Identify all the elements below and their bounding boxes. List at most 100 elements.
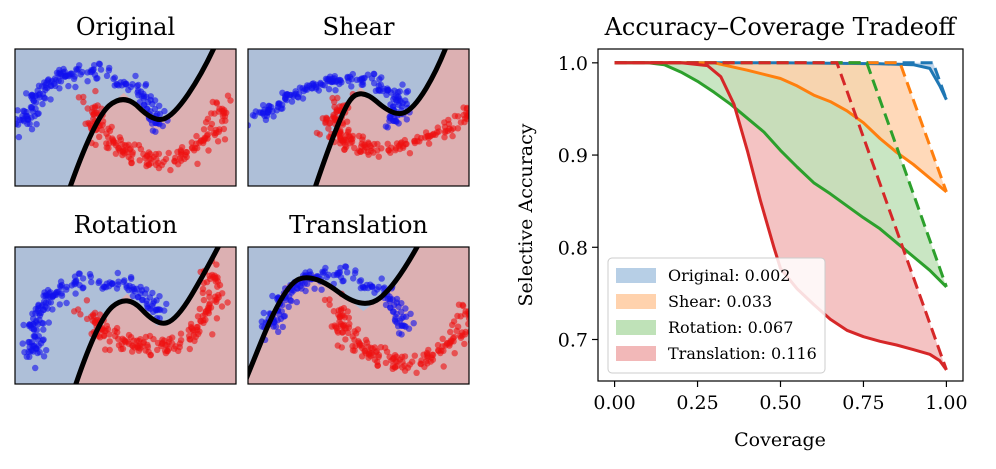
class-a-point bbox=[65, 82, 72, 90]
class-b-point bbox=[385, 146, 392, 154]
class-a-point bbox=[45, 319, 52, 326]
class-a-point bbox=[358, 76, 365, 83]
original-legend-swatch bbox=[616, 268, 656, 283]
class-a-point bbox=[56, 301, 63, 308]
class-a-point bbox=[410, 320, 417, 327]
class-b-point bbox=[208, 120, 216, 128]
class-b-point bbox=[155, 159, 162, 167]
class-b-point bbox=[417, 360, 424, 367]
class-b-point bbox=[133, 337, 141, 344]
class-b-point bbox=[392, 145, 400, 152]
class-b-point bbox=[359, 133, 367, 140]
class-a-point bbox=[393, 98, 400, 106]
class-a-point bbox=[400, 313, 407, 320]
class-b-point bbox=[106, 338, 113, 345]
class-b-point bbox=[177, 330, 185, 337]
class-a-point bbox=[339, 278, 346, 285]
class-b-point bbox=[381, 344, 389, 351]
class-b-point bbox=[154, 346, 161, 354]
translation-oracle-line bbox=[614, 61, 948, 371]
class-b-point bbox=[411, 352, 418, 359]
class-a-point bbox=[142, 82, 149, 89]
class-a-point bbox=[129, 292, 137, 300]
class-b-point bbox=[340, 312, 347, 319]
class-b-point bbox=[102, 346, 109, 353]
class-a-point bbox=[40, 326, 47, 333]
class-b-point bbox=[105, 144, 112, 152]
class-a-point bbox=[275, 328, 282, 335]
chart-ticks: 0.00 0.25 0.50 0.75 1.00 0.7 0.8 0.9 1.0 bbox=[558, 53, 968, 414]
class-a-point bbox=[161, 307, 168, 314]
x-axis-label: Coverage bbox=[734, 429, 826, 451]
class-b-point bbox=[71, 308, 78, 315]
class-b-point bbox=[155, 150, 163, 157]
class-b-point bbox=[351, 336, 358, 343]
class-b-point bbox=[373, 348, 380, 355]
decision-boundary bbox=[248, 247, 420, 381]
class-b-point bbox=[445, 116, 452, 124]
class-b-point bbox=[214, 138, 222, 145]
class-a-point bbox=[264, 109, 271, 116]
class-b-point bbox=[103, 322, 111, 329]
class-b-point bbox=[440, 363, 447, 370]
rotation-panel: Rotation bbox=[14, 211, 237, 385]
y-axis-label: Selective Accuracy bbox=[515, 123, 537, 306]
class-a-point bbox=[19, 340, 26, 347]
class-b-point bbox=[343, 118, 351, 125]
class-a-point bbox=[135, 87, 142, 94]
class-a-point bbox=[140, 95, 147, 102]
class-b-point bbox=[131, 344, 138, 351]
class-a-point bbox=[30, 315, 37, 322]
y-tick-label: 0.8 bbox=[558, 237, 588, 259]
class-a-point bbox=[20, 321, 27, 329]
class-a-point bbox=[139, 296, 146, 304]
class-a-point bbox=[28, 126, 36, 133]
class-b-point bbox=[94, 102, 101, 109]
class-b-point bbox=[176, 340, 184, 347]
class-a-point bbox=[383, 91, 390, 99]
class-b-point bbox=[335, 311, 342, 318]
class-b-point bbox=[454, 323, 462, 330]
class-a-point bbox=[29, 108, 37, 115]
class-a-point bbox=[66, 70, 74, 78]
original-panel-frame bbox=[14, 48, 237, 187]
class-a-point bbox=[33, 345, 40, 353]
class-a-point bbox=[29, 310, 36, 317]
class-a-point bbox=[285, 303, 292, 310]
class-a-point bbox=[84, 78, 91, 85]
class-a-point bbox=[300, 87, 307, 95]
class-b-point bbox=[77, 311, 84, 318]
class-a-point bbox=[269, 292, 276, 300]
class-a-point bbox=[325, 86, 333, 93]
class-a-point bbox=[128, 275, 135, 282]
class-a-point bbox=[313, 85, 320, 92]
class-a-point bbox=[129, 81, 136, 88]
class-b-point bbox=[213, 100, 221, 107]
class-b-point bbox=[163, 341, 171, 349]
x-tick-label: 0.00 bbox=[593, 392, 635, 414]
class-a-point bbox=[390, 117, 397, 124]
class-b-point bbox=[115, 335, 122, 342]
class-b-point bbox=[337, 136, 344, 143]
class-b-point bbox=[363, 144, 370, 151]
class-a-region bbox=[15, 49, 214, 186]
class-a-point bbox=[77, 71, 84, 78]
class-b-point bbox=[125, 340, 132, 347]
class-a-point bbox=[57, 78, 65, 85]
class-b-point bbox=[92, 87, 99, 95]
class-b-point bbox=[205, 289, 213, 296]
class-b-point bbox=[116, 134, 124, 141]
class-b-point bbox=[204, 306, 212, 313]
class-b-point bbox=[171, 157, 178, 165]
class-b-point bbox=[414, 133, 421, 141]
original-oracle-line bbox=[614, 61, 948, 101]
rotation-legend-swatch bbox=[616, 320, 656, 335]
class-a-point bbox=[403, 89, 410, 96]
x-tick-label: 0.50 bbox=[759, 392, 801, 414]
class-b-point bbox=[461, 311, 469, 318]
class-a-point bbox=[288, 98, 296, 105]
class-b-point bbox=[437, 349, 444, 357]
class-a-point bbox=[96, 278, 103, 285]
chart-title: Accuracy–Coverage Tradeoff bbox=[604, 13, 958, 41]
class-b-point bbox=[474, 300, 480, 306]
